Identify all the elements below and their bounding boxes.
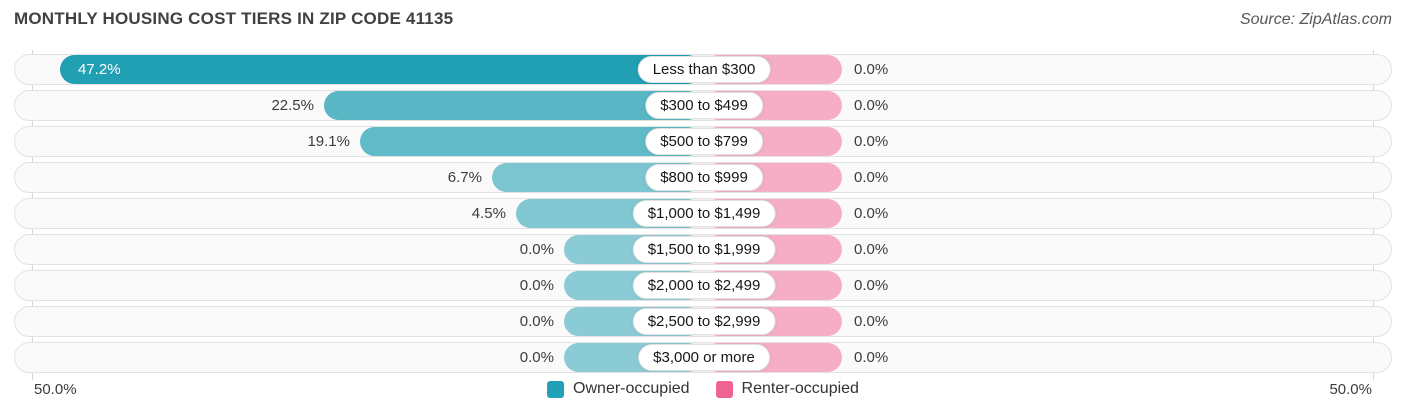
category-pill: $800 to $999 [645, 164, 763, 191]
row-track: 19.1% $500 to $799 0.0% [14, 126, 1392, 157]
owner-value-label: 22.5% [271, 97, 314, 114]
row-track: 0.0% $3,000 or more 0.0% [14, 342, 1392, 373]
row-track: 0.0% $1,500 to $1,999 0.0% [14, 234, 1392, 265]
legend-label-renter: Renter-occupied [741, 380, 859, 397]
renter-value-label: 0.0% [854, 61, 889, 78]
legend-label-owner: Owner-occupied [573, 380, 690, 397]
renter-value-label: 0.0% [854, 277, 889, 294]
row-track: 0.0% $2,500 to $2,999 0.0% [14, 306, 1392, 337]
renter-value-label: 0.0% [854, 241, 889, 258]
renter-legend-swatch-icon [715, 380, 733, 398]
rows: 47.2% Less than $300 0.0% 22.5% $300 to … [14, 50, 1392, 380]
axis-label-right: 50.0% [1329, 381, 1372, 398]
renter-value-label: 0.0% [854, 205, 889, 222]
category-pill: $2,000 to $2,499 [632, 272, 776, 299]
tier-row: 0.0% $1,500 to $1,999 0.0% [14, 234, 1392, 265]
owner-value-label: 19.1% [307, 133, 350, 150]
category-pill: $500 to $799 [645, 128, 763, 155]
owner-bar [60, 55, 702, 84]
row-track: 6.7% $800 to $999 0.0% [14, 162, 1392, 193]
renter-value-label: 0.0% [854, 349, 889, 366]
owner-bar [360, 127, 702, 156]
tier-row: 47.2% Less than $300 0.0% [14, 54, 1392, 85]
source-label: Source: ZipAtlas.com [1239, 11, 1392, 28]
tier-row: 19.1% $500 to $799 0.0% [14, 126, 1392, 157]
tier-row: 0.0% $2,000 to $2,499 0.0% [14, 270, 1392, 301]
renter-value-label: 0.0% [854, 97, 889, 114]
owner-value-label: 0.0% [519, 313, 554, 330]
renter-value-label: 0.0% [854, 133, 889, 150]
category-pill: $300 to $499 [645, 92, 763, 119]
category-pill: $2,500 to $2,999 [632, 308, 776, 335]
owner-value-label: 0.0% [519, 349, 554, 366]
owner-value-label: 4.5% [471, 205, 506, 222]
row-track: 4.5% $1,000 to $1,499 0.0% [14, 198, 1392, 229]
tier-row: 4.5% $1,000 to $1,499 0.0% [14, 198, 1392, 229]
category-pill: $1,000 to $1,499 [632, 200, 776, 227]
renter-value-label: 0.0% [854, 169, 889, 186]
legend: Owner-occupied Renter-occupied [547, 380, 859, 398]
axis-label-left: 50.0% [34, 381, 77, 398]
owner-legend-swatch-icon [547, 380, 565, 398]
legend-item-owner: Owner-occupied [547, 380, 690, 398]
tier-row: 0.0% $3,000 or more 0.0% [14, 342, 1392, 373]
owner-value-label: 47.2% [78, 61, 121, 78]
row-track: 0.0% $2,000 to $2,499 0.0% [14, 270, 1392, 301]
category-pill: $1,500 to $1,999 [632, 236, 776, 263]
owner-value-label: 6.7% [447, 169, 482, 186]
category-pill: Less than $300 [637, 56, 771, 83]
renter-value-label: 0.0% [854, 313, 889, 330]
tier-row: 22.5% $300 to $499 0.0% [14, 90, 1392, 121]
owner-bar [324, 91, 702, 120]
row-track: 47.2% Less than $300 0.0% [14, 54, 1392, 85]
tier-row: 6.7% $800 to $999 0.0% [14, 162, 1392, 193]
owner-value-label: 0.0% [519, 277, 554, 294]
tier-row: 0.0% $2,500 to $2,999 0.0% [14, 306, 1392, 337]
owner-value-label: 0.0% [519, 241, 554, 258]
legend-item-renter: Renter-occupied [715, 380, 859, 398]
row-track: 22.5% $300 to $499 0.0% [14, 90, 1392, 121]
category-pill: $3,000 or more [638, 344, 770, 371]
axis-row: 50.0% Owner-occupied Renter-occupied 50.… [14, 379, 1392, 403]
page-title: MONTHLY HOUSING COST TIERS IN ZIP CODE 4… [14, 9, 454, 28]
